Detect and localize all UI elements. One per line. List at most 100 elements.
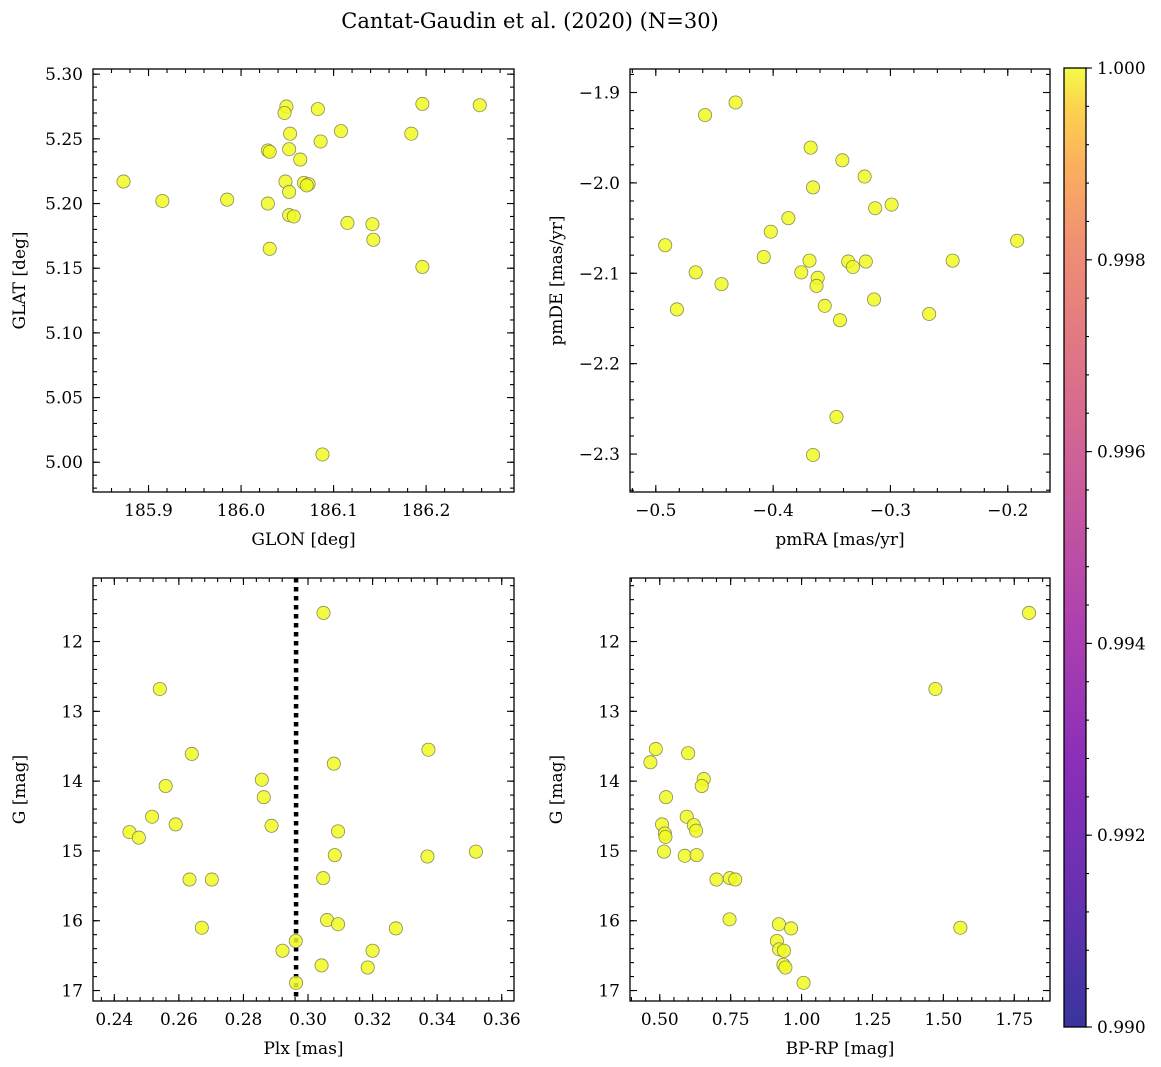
colorbar-tick-label: 0.992: [1097, 826, 1146, 846]
data-point: [784, 921, 799, 936]
colorbar: 0.990 0.992 0.994 0.996 0.998 1.000: [1063, 59, 1146, 1038]
x-tick-label: −0.5: [635, 501, 676, 521]
data-point: [182, 872, 197, 887]
y-tick-label: 13: [598, 702, 620, 722]
colorbar-tick-label: 0.996: [1097, 443, 1146, 463]
data-point: [763, 224, 778, 239]
x-tick-label: 0.75: [712, 1010, 750, 1030]
data-point: [282, 184, 297, 199]
data-point: [771, 917, 786, 932]
y-tick-label: 17: [598, 982, 620, 1002]
x-axis-label: BP-RP [mag]: [786, 1039, 895, 1059]
data-point: [1010, 233, 1025, 248]
x-axis-label: Plx [mas]: [263, 1039, 343, 1059]
y-tick-label: 5.10: [45, 324, 83, 344]
data-point: [293, 152, 308, 167]
y-tick-label: −2.0: [579, 174, 620, 194]
data-point: [698, 108, 713, 123]
data-point: [333, 124, 348, 139]
x-tick-label: 1.00: [783, 1010, 821, 1030]
data-point: [131, 830, 146, 845]
x-tick-label: 185.9: [124, 501, 173, 521]
data-point: [421, 742, 436, 757]
data-point: [778, 960, 793, 975]
data-point: [365, 943, 380, 958]
data-point: [145, 809, 160, 824]
colorbar-tick-label: 1.000: [1097, 59, 1146, 79]
y-axis-label: GLAT [deg]: [10, 231, 30, 329]
y-tick-label: 5.05: [45, 389, 83, 409]
data-point: [152, 681, 167, 696]
data-point: [254, 772, 269, 787]
y-tick-label: 5.30: [45, 65, 83, 85]
data-point: [315, 447, 330, 462]
data-point: [709, 872, 724, 887]
data-point: [643, 755, 658, 770]
x-tick-label: 0.34: [418, 1010, 456, 1030]
data-point: [722, 912, 737, 927]
x-tick-label: 0.24: [95, 1010, 133, 1030]
data-point: [277, 105, 292, 120]
colorbar-tick-label: 0.990: [1097, 1018, 1146, 1038]
data-point: [677, 848, 692, 863]
x-axis-label: pmRA [mas/yr]: [775, 530, 904, 550]
data-point: [884, 197, 899, 212]
data-point: [689, 848, 704, 863]
data-point: [275, 943, 290, 958]
x-tick-label: 1.50: [924, 1010, 962, 1030]
x-tick-label: −0.2: [987, 501, 1028, 521]
x-tick-label: 0.36: [483, 1010, 521, 1030]
figure-title: Cantat-Gaudin et al. (2020) (N=30): [341, 9, 719, 33]
data-point: [313, 134, 328, 149]
data-point: [658, 829, 673, 844]
colorbar-tick-label: 0.994: [1097, 634, 1146, 654]
data-point: [282, 142, 297, 157]
x-tick-label: 1.75: [995, 1010, 1033, 1030]
y-tick-label: −2.1: [579, 264, 620, 284]
x-tick-label: 0.28: [225, 1010, 263, 1030]
data-point: [262, 144, 277, 159]
data-point: [468, 844, 483, 859]
x-axis-label: GLON [deg]: [251, 530, 355, 550]
data-point: [262, 241, 277, 256]
data-point: [327, 848, 342, 863]
data-point: [184, 746, 199, 761]
data-point: [264, 818, 279, 833]
data-point: [220, 192, 235, 207]
data-point: [314, 958, 329, 973]
y-tick-label: 5.20: [45, 195, 83, 215]
y-axis-label: G [mag]: [10, 755, 30, 824]
axes-frame: [629, 577, 1051, 1002]
y-axis-label: G [mag]: [547, 755, 567, 824]
x-tick-label: 0.26: [160, 1010, 198, 1030]
data-point: [415, 96, 430, 111]
scatter-panel-1: 185.9 186.0 186.1 186.2 5.00 5.05 5.10 5.15 5.20…: [10, 65, 515, 550]
data-point: [728, 95, 743, 110]
data-point: [802, 253, 817, 268]
data-point: [806, 447, 821, 462]
scatter-panel-4: 0.50 0.75 1.00 1.25 1.50 1.75 12 13 14 15 16 17 BP-R…: [547, 577, 1051, 1059]
data-point: [681, 746, 696, 761]
data-point: [714, 277, 729, 292]
data-point: [857, 169, 872, 184]
data-point: [310, 102, 325, 117]
y-tick-label: 14: [598, 772, 620, 792]
x-tick-label: −0.3: [870, 501, 911, 521]
data-point: [331, 917, 346, 932]
x-tick-label: 186.0: [217, 501, 266, 521]
data-point: [299, 178, 314, 193]
data-point: [1022, 605, 1037, 620]
y-tick-label: 17: [61, 982, 83, 1002]
data-point: [194, 920, 209, 935]
data-point: [116, 174, 131, 189]
data-point: [340, 215, 355, 230]
data-point: [256, 790, 271, 805]
data-point: [689, 823, 704, 838]
data-point: [420, 849, 435, 864]
data-point: [694, 779, 709, 794]
data-point: [472, 98, 487, 113]
data-point: [867, 292, 882, 307]
data-point: [658, 238, 673, 253]
data-point: [688, 265, 703, 280]
